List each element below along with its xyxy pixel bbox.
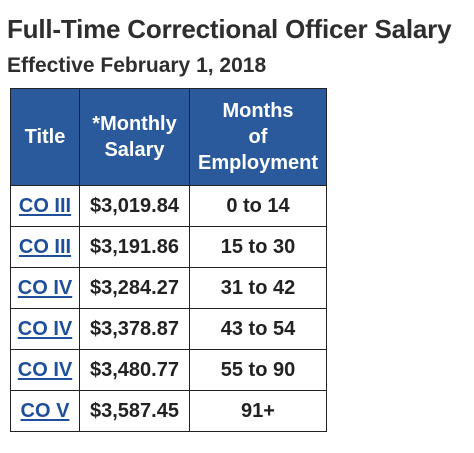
table-row: CO IV $3,480.77 55 to 90 <box>10 349 327 391</box>
column-header-monthly-salary: *Monthly Salary <box>79 88 190 186</box>
salary-cell: $3,587.45 <box>79 390 190 432</box>
title-cell: CO III <box>10 185 80 227</box>
title-cell: CO IV <box>10 267 80 309</box>
title-link[interactable]: CO IV <box>17 317 73 340</box>
title-link[interactable]: CO III <box>18 194 72 217</box>
title-cell: CO IV <box>10 349 80 391</box>
column-header-months-line2: of <box>248 126 268 148</box>
table-row: CO V $3,587.45 91+ <box>10 390 327 432</box>
salary-cell: $3,378.87 <box>79 308 190 350</box>
column-header-title: Title <box>10 88 80 186</box>
title-link[interactable]: CO V <box>20 399 70 422</box>
salary-cell: $3,191.86 <box>79 226 190 268</box>
title-cell: CO IV <box>10 308 80 350</box>
column-header-title-label: Title <box>24 126 66 148</box>
salary-cell: $3,480.77 <box>79 349 190 391</box>
table-header-row: Title *Monthly Salary Months of Employme… <box>10 88 327 186</box>
title-link[interactable]: CO III <box>18 235 72 258</box>
salary-cell: $3,284.27 <box>79 267 190 309</box>
table-row: CO IV $3,378.87 43 to 54 <box>10 308 327 350</box>
months-cell: 55 to 90 <box>189 349 327 391</box>
title-cell: CO V <box>10 390 80 432</box>
months-cell: 0 to 14 <box>189 185 327 227</box>
page-subtitle: Effective February 1, 2018 <box>7 54 267 77</box>
table-row: CO III $3,191.86 15 to 30 <box>10 226 327 268</box>
salary-table: Title *Monthly Salary Months of Employme… <box>10 88 327 432</box>
column-header-salary-line1: *Monthly <box>92 113 177 135</box>
title-link[interactable]: CO IV <box>17 358 73 381</box>
table-row: CO IV $3,284.27 31 to 42 <box>10 267 327 309</box>
months-cell: 43 to 54 <box>189 308 327 350</box>
title-link[interactable]: CO IV <box>17 276 73 299</box>
column-header-months-line1: Months <box>222 100 294 122</box>
title-cell: CO III <box>10 226 80 268</box>
table-row: CO III $3,019.84 0 to 14 <box>10 185 327 227</box>
months-cell: 15 to 30 <box>189 226 327 268</box>
column-header-salary-line2: Salary <box>104 139 165 161</box>
page-title: Full-Time Correctional Officer Salary <box>7 14 452 44</box>
column-header-months-line3: Employment <box>197 152 319 174</box>
months-cell: 31 to 42 <box>189 267 327 309</box>
months-cell: 91+ <box>189 390 327 432</box>
column-header-months-of-employment: Months of Employment <box>189 88 327 186</box>
salary-cell: $3,019.84 <box>79 185 190 227</box>
